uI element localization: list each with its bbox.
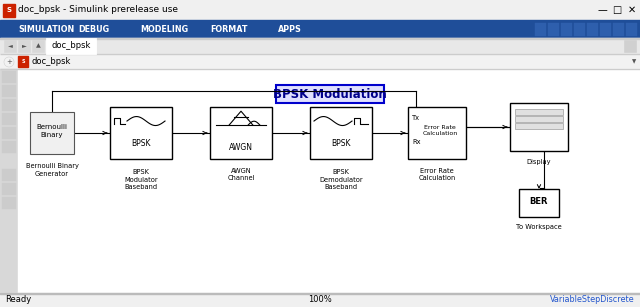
Text: Tx: Tx	[412, 115, 420, 122]
Bar	[18, 69, 640, 293]
Text: —: —	[597, 5, 607, 15]
Text: BPSK: BPSK	[332, 139, 351, 148]
Bar	[32, 40, 44, 52]
Bar	[0, 293, 640, 307]
Bar	[2, 197, 16, 209]
Text: DEBUG: DEBUG	[78, 25, 109, 33]
Bar	[600, 23, 611, 36]
Text: ✕: ✕	[628, 5, 636, 15]
Text: 100%: 100%	[308, 296, 332, 305]
Text: S: S	[21, 59, 25, 64]
FancyBboxPatch shape	[276, 85, 384, 103]
Bar	[624, 40, 636, 52]
Text: Display: Display	[527, 159, 551, 165]
Bar	[2, 71, 16, 83]
Bar	[0, 20, 640, 38]
Text: ◄: ◄	[8, 44, 12, 49]
Bar	[2, 183, 16, 195]
Bar	[574, 23, 585, 36]
Text: S: S	[6, 7, 12, 14]
Bar	[587, 23, 598, 36]
Text: Bernoulli
Binary: Bernoulli Binary	[36, 124, 67, 138]
Text: BPSK
Modulator
Baseband: BPSK Modulator Baseband	[124, 169, 158, 190]
Bar	[46, 38, 96, 54]
Text: AWGN: AWGN	[229, 143, 253, 152]
Text: ▲: ▲	[36, 44, 40, 49]
Text: Rx: Rx	[412, 139, 420, 145]
Bar	[210, 107, 272, 159]
Bar	[110, 107, 172, 159]
Text: BPSK
Demodulator
Baseband: BPSK Demodulator Baseband	[319, 169, 363, 190]
Text: To Workspace: To Workspace	[516, 224, 562, 230]
Bar	[561, 23, 572, 36]
Text: doc_bpsk: doc_bpsk	[51, 41, 91, 50]
Bar	[0, 38, 640, 54]
Text: doc_bpsk - Simulink prerelease use: doc_bpsk - Simulink prerelease use	[18, 6, 178, 14]
Bar	[0, 54, 640, 69]
Bar	[0, 69, 18, 293]
Bar	[515, 109, 563, 115]
Text: VariableStepDiscrete: VariableStepDiscrete	[550, 296, 635, 305]
Bar	[515, 116, 563, 122]
Text: SIMULATION: SIMULATION	[18, 25, 74, 33]
Text: doc_bpsk: doc_bpsk	[31, 57, 70, 66]
Bar	[0, 53, 640, 54]
Bar	[18, 40, 30, 52]
Text: BPSK Modulation: BPSK Modulation	[273, 87, 387, 100]
Bar	[2, 85, 16, 97]
Bar	[2, 99, 16, 111]
Bar	[535, 23, 546, 36]
Text: +: +	[6, 59, 12, 65]
Bar	[2, 141, 16, 153]
Bar	[2, 169, 16, 181]
Text: Error Rate
Calculation: Error Rate Calculation	[419, 168, 456, 181]
Bar	[548, 23, 559, 36]
Bar	[18, 56, 28, 67]
Bar	[515, 123, 563, 129]
Bar	[408, 107, 466, 159]
Bar	[2, 113, 16, 125]
Bar	[510, 103, 568, 151]
Text: □: □	[612, 5, 621, 15]
Text: APPS: APPS	[278, 25, 302, 33]
Bar	[626, 23, 637, 36]
Bar	[0, 68, 640, 69]
Bar	[613, 23, 624, 36]
Text: MODELING: MODELING	[140, 25, 188, 33]
Text: Error Rate
Calculation: Error Rate Calculation	[422, 125, 458, 136]
Bar	[3, 4, 15, 17]
Bar	[2, 127, 16, 139]
Text: AWGN
Channel: AWGN Channel	[227, 168, 255, 181]
Text: FORMAT: FORMAT	[210, 25, 248, 33]
Text: Ready: Ready	[5, 296, 31, 305]
Text: BPSK: BPSK	[131, 139, 151, 148]
Bar	[4, 40, 16, 52]
Text: ►: ►	[22, 44, 26, 49]
Bar	[0, 0, 640, 20]
Text: Bernoulli Binary
Generator: Bernoulli Binary Generator	[26, 163, 79, 177]
Text: BER: BER	[530, 197, 548, 206]
Text: ▼: ▼	[632, 59, 636, 64]
Bar	[310, 107, 372, 159]
Bar	[30, 112, 74, 154]
Bar	[519, 189, 559, 217]
